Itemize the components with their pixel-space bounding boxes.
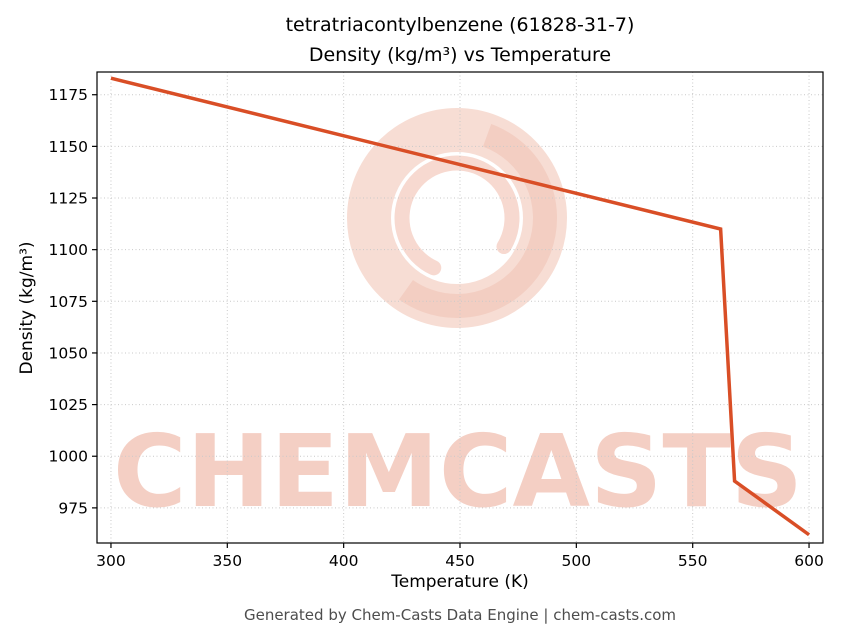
x-tick-label: 600 [794,552,824,570]
chart-title-line2: Density (kg/m³) vs Temperature [308,44,612,66]
y-tick-label: 975 [58,499,88,517]
y-tick-label: 1000 [49,448,88,466]
y-tick-label: 1025 [49,396,88,414]
footer-caption: Generated by Chem-Casts Data Engine | ch… [243,606,677,624]
x-tick-label: 550 [678,552,708,570]
x-tick-label: 450 [445,552,475,570]
x-axis-label: Temperature (K) [391,572,529,592]
y-axis-label: Density (kg/m³) [17,241,37,375]
chart-title-line1: tetratriacontylbenzene (61828-31-7) [285,14,635,36]
density-vs-temperature-line [110,76,811,537]
x-tick-label: 300 [96,552,126,570]
x-tick-label: 500 [562,552,592,570]
y-tick-label: 1175 [49,86,88,104]
y-tick-label: 1125 [49,190,88,208]
y-tick-label: 1075 [49,293,88,311]
y-tick-label: 1100 [49,241,88,259]
y-tick-label: 1050 [49,344,88,362]
x-tick-label: 350 [213,552,243,570]
watermark-logo-ring [347,108,567,328]
watermark-text: CHEMCASTS [113,413,803,530]
watermark-logo-ring-shade [357,118,557,319]
y-tick-label: 1150 [49,138,88,156]
x-tick-label: 400 [329,552,359,570]
chart-title: tetratriacontylbenzene (61828-31-7) Dens… [97,10,823,70]
